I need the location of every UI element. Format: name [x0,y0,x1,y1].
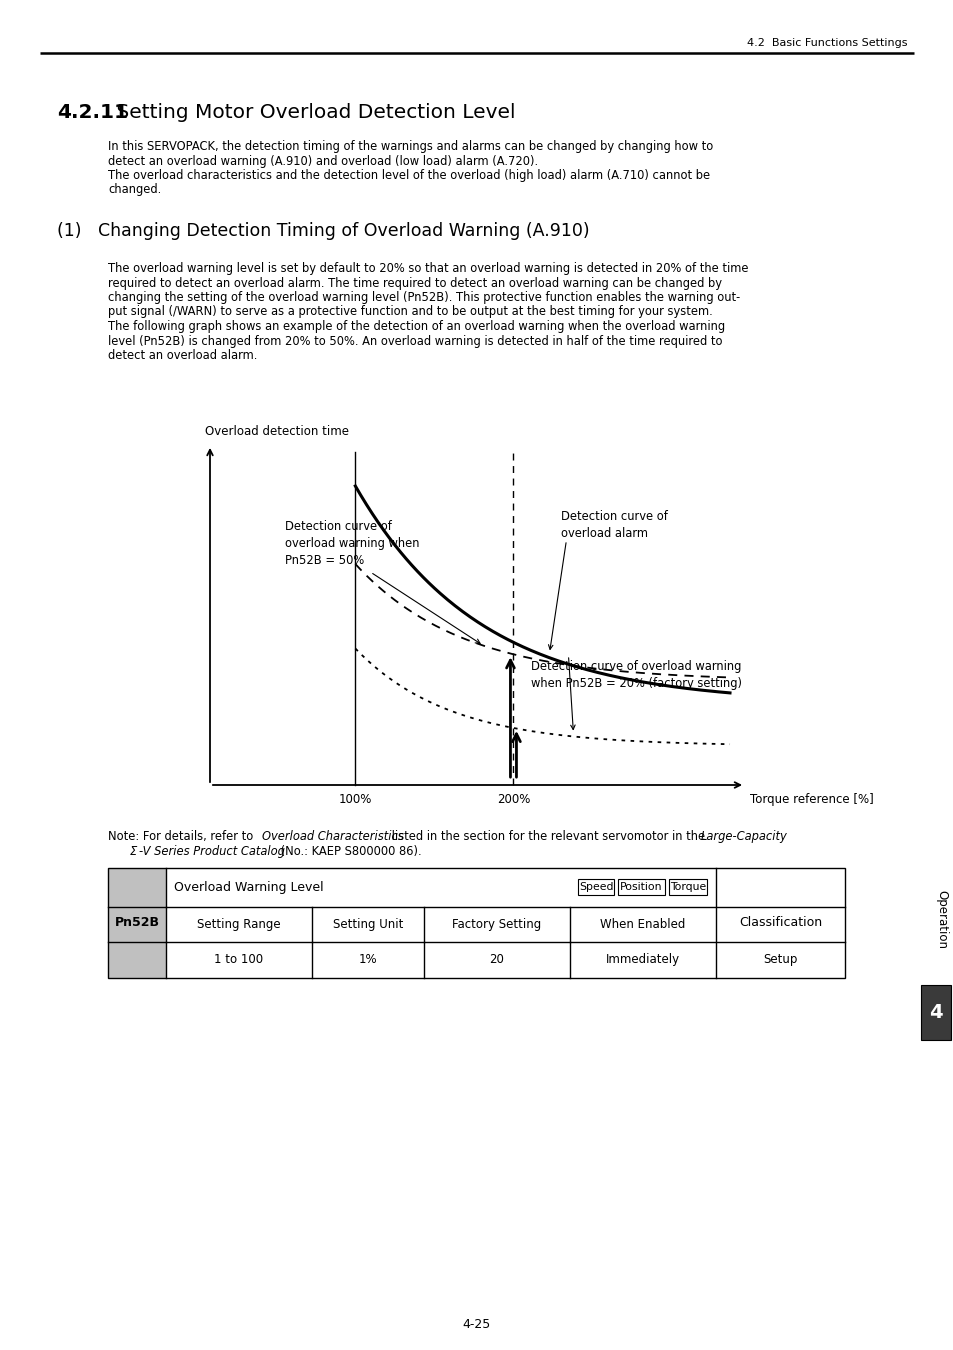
Text: Operation: Operation [935,891,947,949]
Text: 4.2  Basic Functions Settings: 4.2 Basic Functions Settings [747,38,907,49]
Text: The following graph shows an example of the detection of an overload warning whe: The following graph shows an example of … [108,320,724,333]
Text: In this SERVOPACK, the detection timing of the warnings and alarms can be change: In this SERVOPACK, the detection timing … [108,140,713,153]
Text: 4: 4 [928,1003,942,1022]
Text: Overload detection time: Overload detection time [205,425,349,437]
Text: changed.: changed. [108,184,161,197]
Text: The overload characteristics and the detection level of the overload (high load): The overload characteristics and the det… [108,169,709,182]
Text: detect an overload warning (A.910) and overload (low load) alarm (A.720).: detect an overload warning (A.910) and o… [108,154,537,167]
Text: Classification: Classification [739,917,821,930]
Text: required to detect an overload alarm. The time required to detect an overload wa: required to detect an overload alarm. Th… [108,277,721,289]
Text: detect an overload alarm.: detect an overload alarm. [108,350,257,362]
Text: 100%: 100% [338,792,372,806]
Text: Torque: Torque [669,883,705,892]
Bar [920,986,950,1040]
Text: The overload warning level is set by default to 20% so that an overload warning : The overload warning level is set by def… [108,262,748,275]
Text: Setup: Setup [762,953,797,967]
Text: 20: 20 [489,953,504,967]
Text: Detection curve of
overload warning when
Pn52B = 50%: Detection curve of overload warning when… [285,520,419,567]
Text: put signal (/WARN) to serve as a protective function and to be output at the bes: put signal (/WARN) to serve as a protect… [108,305,712,319]
Text: level (Pn52B) is changed from 20% to 50%. An overload warning is detected in hal: level (Pn52B) is changed from 20% to 50%… [108,335,721,347]
Text: Detection curve of overload warning
when Pn52B = 20% (factory setting): Detection curve of overload warning when… [531,660,741,690]
Text: (1)   Changing Detection Timing of Overload Warning (A.910): (1) Changing Detection Timing of Overloa… [57,221,589,240]
Bar [668,879,706,895]
Text: 4-25: 4-25 [462,1319,491,1331]
Bar [108,868,166,977]
Text: 1 to 100: 1 to 100 [214,953,263,967]
Text: (No.: KAEP S800000 86).: (No.: KAEP S800000 86). [276,845,421,859]
Text: 4.2.11: 4.2.11 [57,103,128,122]
Text: 200%: 200% [497,792,530,806]
Text: -V Series Product Catalog: -V Series Product Catalog [139,845,285,859]
Text: Position: Position [619,883,662,892]
Text: Detection curve of
overload alarm: Detection curve of overload alarm [561,510,668,540]
Bar [618,879,664,895]
Text: When Enabled: When Enabled [599,918,685,930]
Bar [108,868,844,977]
Text: Immediately: Immediately [605,953,679,967]
Text: Σ: Σ [130,845,137,859]
Text: Overload Characteristics: Overload Characteristics [262,830,403,842]
Text: Pn52B: Pn52B [114,917,159,930]
Text: listed in the section for the relevant servomotor in the: listed in the section for the relevant s… [388,830,708,842]
Text: Setting Unit: Setting Unit [333,918,403,930]
Text: changing the setting of the overload warning level (Pn52B). This protective func: changing the setting of the overload war… [108,292,740,304]
Text: Note: For details, refer to: Note: For details, refer to [108,830,256,842]
Text: Setting Motor Overload Detection Level: Setting Motor Overload Detection Level [110,103,515,122]
Bar [578,879,614,895]
Text: Factory Setting: Factory Setting [452,918,541,930]
Text: Speed: Speed [578,883,613,892]
Text: Overload Warning Level: Overload Warning Level [173,880,323,894]
Text: Large-Capacity: Large-Capacity [700,830,787,842]
Text: Setting Range: Setting Range [197,918,280,930]
Text: Torque reference [%]: Torque reference [%] [749,792,873,806]
Text: 1%: 1% [358,953,377,967]
